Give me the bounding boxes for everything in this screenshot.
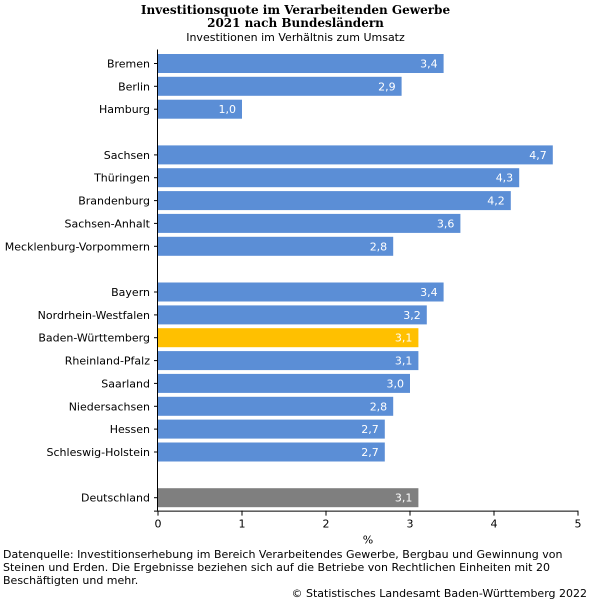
data-label: 4,3 [496, 172, 514, 185]
category-label: Niedersachsen [69, 400, 150, 413]
data-label: 1,0 [219, 103, 237, 116]
x-tick-label: 1 [239, 518, 246, 531]
data-label: 3,1 [395, 332, 413, 345]
category-label: Sachsen-Anhalt [64, 217, 150, 230]
category-label: Hamburg [99, 103, 150, 116]
category-label: Schleswig-Holstein [47, 446, 150, 459]
copyright-note: © Statistisches Landesamt Baden-Württemb… [291, 587, 587, 600]
chart-title-line2: 2021 nach Bundesländern [207, 16, 384, 30]
category-label: Saarland [101, 377, 150, 390]
data-label: 3,4 [420, 286, 438, 299]
bar [158, 145, 553, 165]
x-axis-label: % [363, 534, 373, 545]
chart-title-line1: Investitionsquote im Verarbeitenden Gewe… [140, 3, 451, 17]
x-tick-label: 4 [491, 518, 498, 531]
x-tick-label: 2 [323, 518, 330, 531]
bar [158, 54, 444, 73]
category-label: Mecklenburg-Vorpommern [5, 240, 150, 253]
data-label: 2,8 [370, 240, 388, 253]
bar [158, 488, 419, 508]
bar [158, 396, 394, 416]
source-note: Datenquelle: Investitionserhebung im Ber… [3, 548, 563, 587]
data-label: 3,2 [403, 309, 421, 322]
bar [158, 213, 461, 233]
bar [158, 99, 242, 119]
category-label: Berlin [118, 80, 150, 93]
chart-subtitle: Investitionen im Verhältnis zum Umsatz [186, 31, 405, 44]
bar [158, 305, 427, 325]
data-label: 2,7 [361, 446, 379, 459]
x-tick-label: 0 [155, 518, 162, 531]
category-label: Bayern [111, 286, 150, 299]
bar [158, 419, 385, 439]
bar [158, 168, 520, 188]
category-label: Nordrhein-Westfalen [38, 309, 150, 322]
category-label: Thüringen [93, 172, 150, 185]
x-tick-label: 5 [575, 518, 582, 531]
x-tick-label: 3 [407, 518, 414, 531]
data-label: 3,1 [395, 492, 413, 505]
data-label: 2,7 [361, 423, 379, 436]
category-label: Deutschland [81, 492, 150, 505]
category-label: Bremen [107, 58, 150, 71]
data-label: 3,0 [387, 377, 405, 390]
data-label: 4,2 [487, 195, 505, 208]
bar [158, 442, 385, 462]
bar [158, 373, 410, 393]
bar-chart: Bremen 3,4 Berlin 2,9 Hamburg 1,0 Sachsen 4,7 Th… [5, 49, 582, 545]
data-label: 3,6 [437, 217, 455, 230]
bar [158, 328, 419, 348]
bar [158, 191, 511, 211]
bar [158, 351, 419, 371]
data-label: 3,1 [395, 355, 413, 368]
category-label: Hessen [110, 423, 150, 436]
data-label: 4,7 [529, 149, 547, 162]
category-label: Sachsen [104, 149, 150, 162]
bar [158, 282, 444, 302]
category-label: Brandenburg [78, 195, 150, 208]
category-label: Baden-Württemberg [38, 332, 150, 345]
data-label: 2,8 [370, 400, 388, 413]
data-label: 3,4 [420, 58, 438, 71]
category-label: Rheinland-Pfalz [65, 355, 150, 368]
bar [158, 236, 394, 256]
bar [158, 76, 402, 96]
data-label: 2,9 [378, 80, 396, 93]
